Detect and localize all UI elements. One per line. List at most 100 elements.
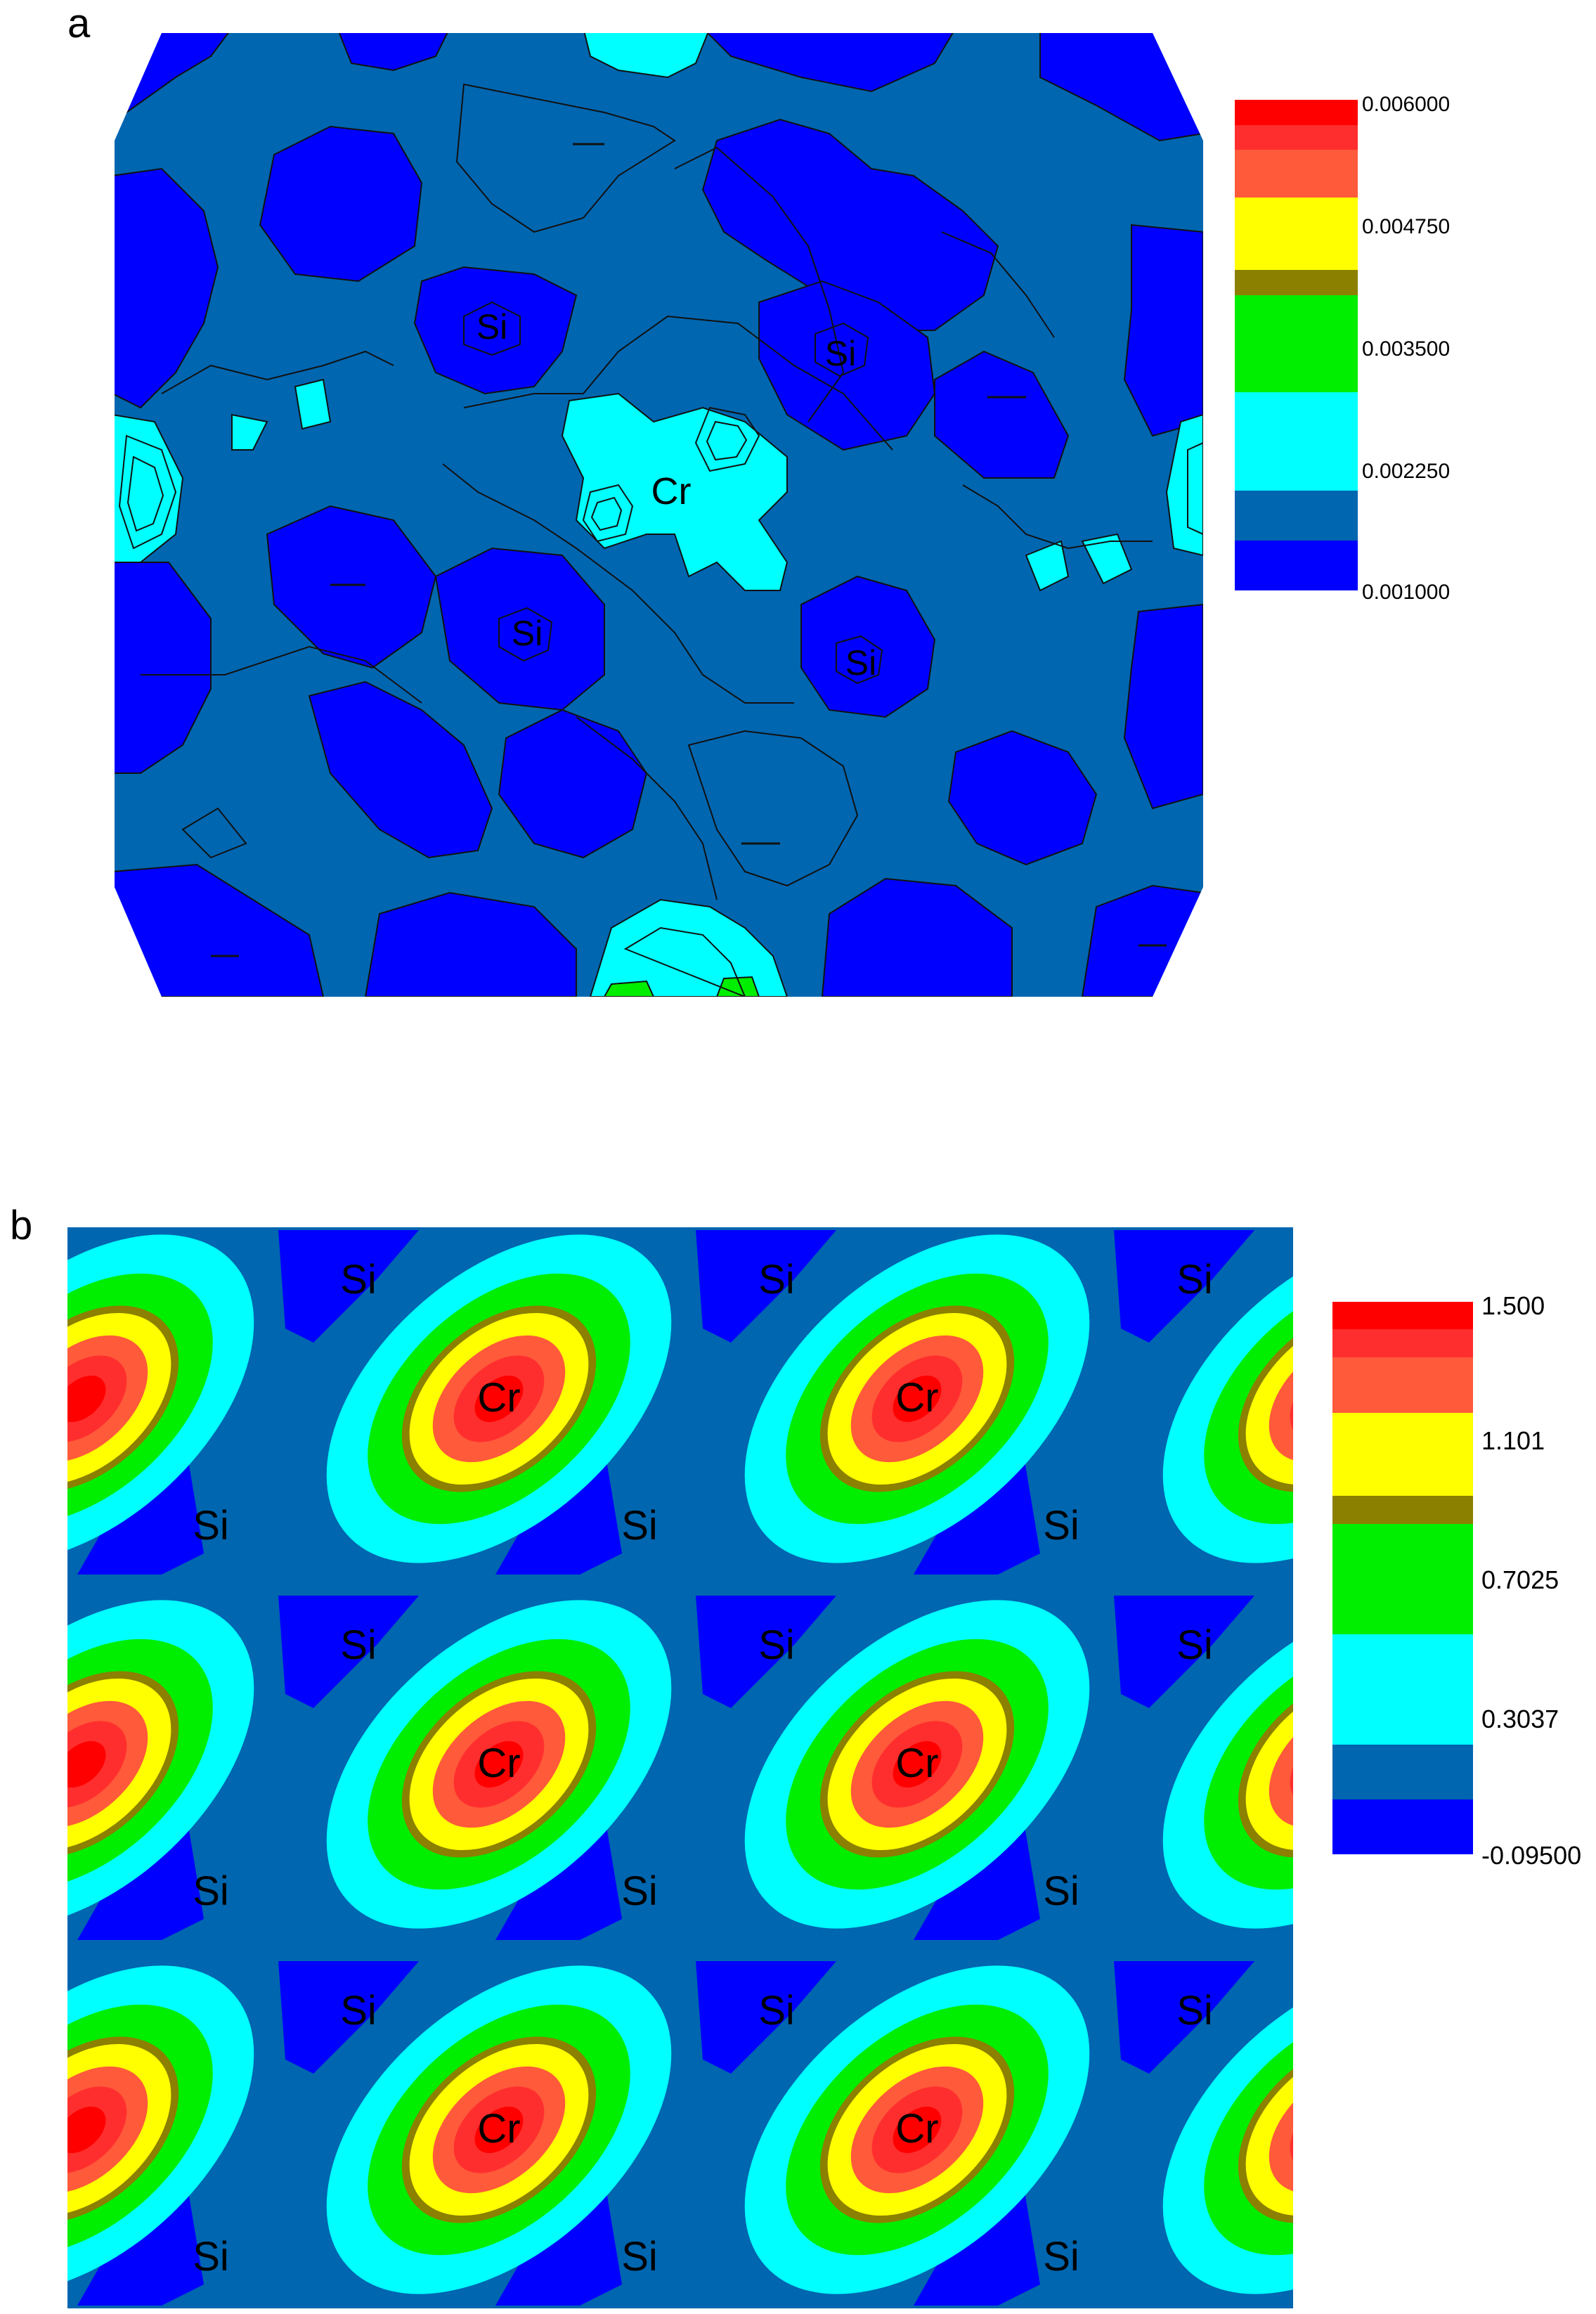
cr-orbital: [326, 1600, 672, 1929]
colorbar-swatch: [1332, 1329, 1473, 1357]
colorbar-swatch: [1235, 100, 1358, 125]
colorbar-tick: 0.003500: [1362, 337, 1450, 361]
cr-orbital: [67, 1965, 254, 2294]
cr-orbital: [326, 1234, 672, 1563]
atom-label-cr: Cr: [477, 1740, 520, 1786]
peak-density-regions: [603, 976, 760, 997]
density-contour: [474, 1740, 524, 1788]
atom-label-cr: Cr: [895, 1375, 938, 1421]
density-contour: [893, 1375, 942, 1423]
atom-label-si: Si: [1176, 1988, 1213, 2034]
colorbar-swatch: [1332, 1745, 1473, 1799]
si-region: [696, 1961, 836, 2074]
colorbar-swatch: [1235, 270, 1358, 295]
colorbar-swatch: [1235, 198, 1358, 270]
contour-lines: [141, 83, 1153, 900]
atom-label-cr: Cr: [651, 470, 692, 512]
colorbar-swatch: [1235, 125, 1358, 150]
si-region: [278, 1596, 419, 1708]
colorbar-tick: 0.004750: [1362, 215, 1450, 238]
background-level: [67, 1227, 1293, 2308]
cr-orbital: [326, 1965, 672, 2294]
atom-label-si: Si: [1043, 1868, 1079, 1914]
colorbar-swatch: [1332, 1496, 1473, 1524]
atom-label-si: Si: [193, 1503, 229, 1549]
cr-contour-rings: [118, 406, 1203, 997]
atom-label-si: Si: [1176, 1257, 1213, 1303]
atom-label-si: Si: [845, 643, 876, 683]
panel-label-b: b: [10, 1203, 33, 1248]
atom-labels-b: Cr Cr Si Si Si Si Si Si Cr Cr Si Si Si Si Si Si Cr Cr Si Si…: [193, 1257, 1213, 2280]
colorbar-swatch: [1332, 1524, 1473, 1634]
atom-label-si: Si: [621, 2234, 658, 2280]
colorbar-swatch: [1235, 392, 1358, 491]
si-region: [278, 1230, 419, 1343]
atom-label-si: Si: [193, 2234, 229, 2280]
cr-orbital: [744, 1965, 1090, 2294]
colorbar-tick: 1.500: [1481, 1291, 1545, 1320]
colorbar-tick: 0.002250: [1362, 460, 1450, 483]
contour-dashes: [211, 143, 1167, 957]
colorbar-tick: 0.7025: [1481, 1565, 1559, 1594]
colorbar-b: 1.500 1.101 0.7025 0.3037 -0.09500: [1332, 1291, 1581, 1870]
atom-label-si: Si: [1176, 1622, 1213, 1668]
colorbar-swatch: [1235, 295, 1358, 392]
colorbar-swatch: [1332, 1413, 1473, 1496]
density-contour: [893, 2106, 942, 2154]
density-contour: [893, 1740, 942, 1788]
atom-label-si: Si: [476, 307, 507, 347]
charge-density-map-a: Si Si Cr Si Si 0.006000 0.004750 0.00350…: [115, 33, 1450, 997]
si-region: [1114, 1596, 1254, 1708]
cr-orbital: [1162, 1600, 1293, 1929]
atom-label-si: Si: [758, 1257, 795, 1303]
colorbar-swatch: [1235, 541, 1358, 590]
high-density-regions: [115, 33, 1203, 997]
cr-orbitals: [67, 1234, 1368, 2294]
si-contour-rings: [463, 301, 883, 685]
atom-label-si: Si: [825, 334, 856, 373]
density-contour: [474, 1375, 524, 1423]
si-region: [1114, 1961, 1254, 2074]
colorbar-swatch: [1332, 1634, 1473, 1745]
colorbar-swatch: [1235, 491, 1358, 541]
density-contour: [67, 2106, 106, 2154]
colorbar-swatch: [1332, 1799, 1473, 1854]
si-region: [696, 1230, 836, 1343]
atom-label-si: Si: [621, 1503, 658, 1549]
colorbar-tick: 1.101: [1481, 1426, 1545, 1455]
density-contour: [474, 2106, 524, 2154]
si-region: [696, 1596, 836, 1708]
colorbar-tick: 0.006000: [1362, 93, 1450, 116]
density-contour: [67, 1740, 106, 1788]
cr-orbital: [67, 1600, 254, 1929]
atom-label-cr: Cr: [477, 1375, 520, 1421]
atom-label-si: Si: [1043, 2234, 1079, 2280]
charge-density-map-b: Cr Cr Si Si Si Si Si Si Cr Cr Si Si Si Si Si Si Cr Cr Si Si…: [67, 1227, 1581, 2308]
atom-label-si: Si: [758, 1988, 795, 2034]
cr-orbital: [1162, 1234, 1293, 1563]
atom-label-si: Si: [340, 1988, 377, 2034]
atom-label-si: Si: [340, 1622, 377, 1668]
atom-label-cr: Cr: [895, 1740, 938, 1786]
colorbar-tick: -0.09500: [1481, 1841, 1581, 1870]
atom-label-si: Si: [512, 614, 543, 653]
cr-orbital: [744, 1234, 1090, 1563]
panel-label-a: a: [67, 1, 91, 46]
colorbar-swatch: [1235, 150, 1358, 198]
atom-label-si: Si: [1043, 1503, 1079, 1549]
atom-label-si: Si: [621, 1868, 658, 1914]
si-region: [278, 1961, 419, 2074]
colorbar-tick: 0.3037: [1481, 1705, 1559, 1733]
si-region: [1114, 1230, 1254, 1343]
colorbar-swatch: [1332, 1302, 1473, 1329]
atom-label-cr: Cr: [895, 2106, 938, 2152]
cr-orbital: [1162, 1965, 1368, 2294]
density-contour: [67, 1375, 106, 1423]
atom-label-si: Si: [340, 1257, 377, 1303]
colorbar-tick: 0.001000: [1362, 581, 1450, 604]
atom-label-si: Si: [758, 1622, 795, 1668]
atom-label-cr: Cr: [477, 2106, 520, 2152]
density-contour: [1302, 2098, 1368, 2162]
cr-orbital: [67, 1234, 254, 1563]
